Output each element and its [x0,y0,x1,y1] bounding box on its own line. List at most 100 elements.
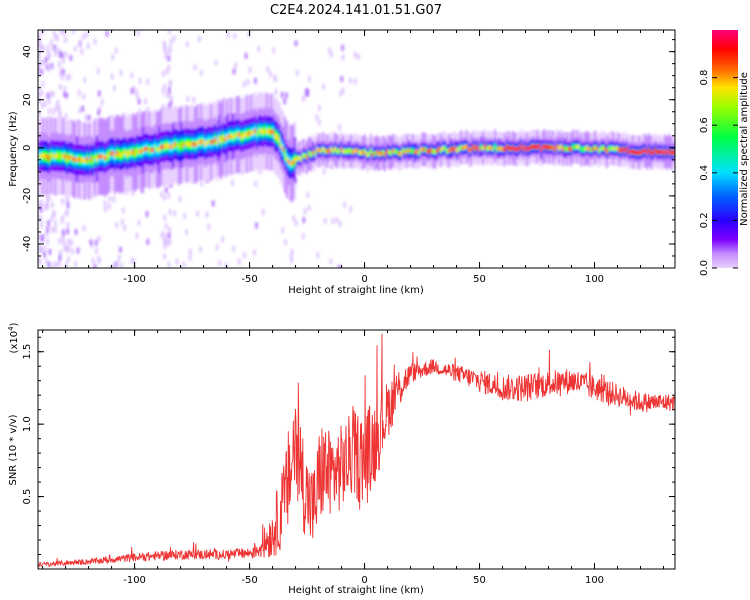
noise-speck [47,65,51,72]
noise-speck [143,98,147,105]
noise-speck [349,206,353,213]
ridge-core-cell [240,134,242,139]
noise-speck [169,38,173,45]
noise-speck [61,69,65,76]
ridge-core-cell [268,129,270,134]
noise-speck [65,74,69,81]
noise-speck [221,236,225,243]
noise-speck [301,233,305,240]
noise-speck [232,68,236,75]
noise-speck [91,257,95,264]
noise-speck [167,86,171,93]
noise-speck [73,45,77,52]
noise-speck [77,89,81,96]
noise-speck [215,244,219,251]
ridge-core-cell [292,160,294,165]
ridge-core-cell [116,150,118,156]
noise-speck [295,70,299,77]
noise-speck [38,59,42,66]
ridge-core-cell [542,144,544,150]
noise-speck [38,52,41,59]
noise-speck [47,98,51,105]
ridge-core-cell [502,146,504,152]
noise-speck [192,96,196,103]
noise-speck [254,222,258,229]
chart-title: C2E4.2024.141.01.51.G07 [270,3,442,18]
noise-speck [121,207,125,214]
ridge-core-cell [560,144,562,149]
ridge-core-cell [40,153,42,158]
ridge-core-cell [550,145,552,150]
ridge-core-cell [200,140,202,145]
noise-speck [58,83,62,90]
noise-speck [82,225,86,232]
ridge-core-cell [258,128,260,133]
snr-y-multiplier-exp: 4 [7,326,15,331]
ridge-core-cell [72,156,74,161]
noise-speck [335,217,339,224]
ridge-core-cell [466,144,468,150]
noise-speck [44,258,48,265]
noise-speck [165,68,169,75]
noise-speck [134,88,138,95]
ridge-core-cell [670,150,672,156]
ridge-core-cell [172,143,174,148]
noise-speck [269,71,273,78]
noise-speck [66,256,70,263]
ridge-core-cell [402,148,404,153]
ridge-core-cell [226,135,228,140]
ridge-core-cell [178,144,180,149]
ridge-core-cell [584,146,586,152]
noise-speck [44,56,48,63]
noise-speck [253,249,257,256]
ridge-core-cell [88,159,90,164]
noise-speck [65,92,69,99]
noise-speck [38,256,41,263]
ridge-core-cell [140,149,142,154]
ridge-core-cell [38,155,40,160]
ridge-core-cell [206,140,208,146]
ridge-core-cell [418,150,420,156]
noise-speck [329,51,333,58]
noise-speck [51,44,55,51]
noise-speck [164,186,168,193]
noise-speck [146,78,150,85]
ridge-core-cell [296,156,298,161]
noise-speck [49,39,53,46]
noise-speck [108,195,112,202]
noise-speck [163,238,167,245]
noise-speck [76,247,80,254]
noise-speck [341,87,345,94]
noise-speck [303,208,307,215]
noise-speck [258,168,262,175]
ridge-core-cell [170,144,172,150]
snr-series-line [38,333,675,568]
noise-speck [188,248,192,255]
ridge-core-cell [344,148,346,154]
noise-speck [46,50,50,57]
ridge-core-cell [334,146,336,152]
ridge-core-cell [660,149,662,154]
ridge-core-cell [442,146,444,151]
ridge-core-cell [614,147,616,152]
ridge-core-cell [366,152,368,157]
ridge-core-cell [570,146,572,152]
ridge-core-cell [504,147,506,152]
noise-speck [66,198,70,205]
ridge-core-cell [380,151,382,156]
ridge-core-cell [306,155,308,160]
noise-speck [47,195,51,202]
ridge-core-cell [232,134,234,139]
noise-speck [61,57,65,64]
ridge-core-cell [512,145,514,150]
ridge-core-cell [250,130,252,136]
ridge-core-cell [568,146,570,152]
ridge-core-cell [492,146,494,152]
ridge-core-cell [406,148,408,153]
noise-speck [64,51,68,58]
ridge-core-cell [472,144,474,149]
ridge-core-cell [346,149,348,154]
ridge-core-cell [470,147,472,152]
noise-speck [98,106,102,113]
y-tick-label: 40 [22,45,33,58]
